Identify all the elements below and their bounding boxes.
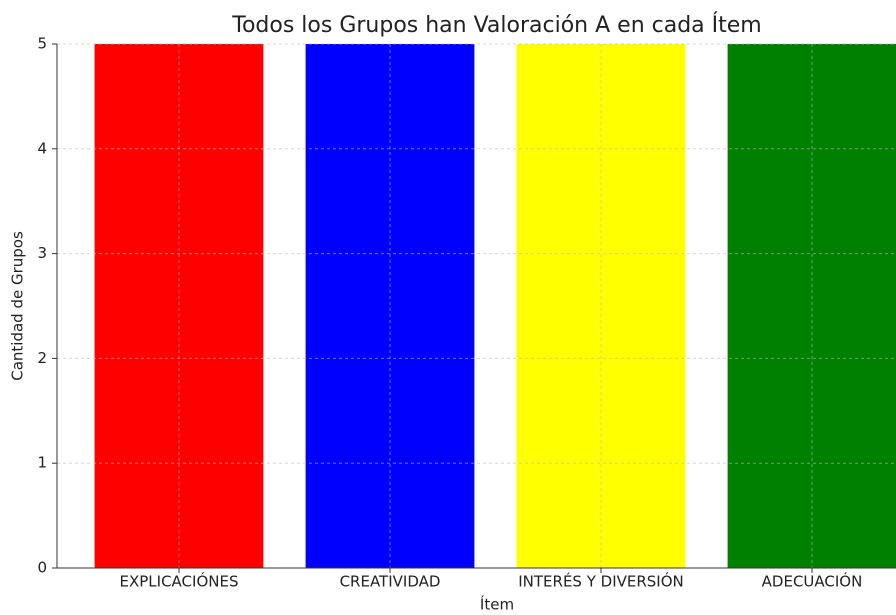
bar — [727, 44, 896, 568]
x-tick-label: INTERÉS Y DIVERSIÓN — [518, 572, 684, 591]
chart-title: Todos los Grupos han Valoración A en cad… — [231, 12, 761, 38]
y-tick-label: 2 — [37, 349, 47, 367]
y-axis-label: Cantidad de Grupos — [9, 231, 27, 381]
y-tick-label: 1 — [37, 454, 47, 472]
y-tick-label: 3 — [37, 244, 47, 262]
bar — [305, 44, 475, 568]
x-axis-label: Ítem — [480, 595, 514, 614]
bar — [516, 44, 686, 568]
x-tick-label: ADECUACIÓN — [762, 572, 863, 591]
x-tick-label: CREATIVIDAD — [340, 573, 441, 591]
y-tick-label: 4 — [37, 139, 47, 157]
y-tick-label: 0 — [37, 559, 47, 577]
x-tick-label: EXPLICACIÓNES — [120, 572, 239, 591]
y-tick-label: 5 — [37, 35, 47, 53]
bar — [94, 44, 264, 568]
